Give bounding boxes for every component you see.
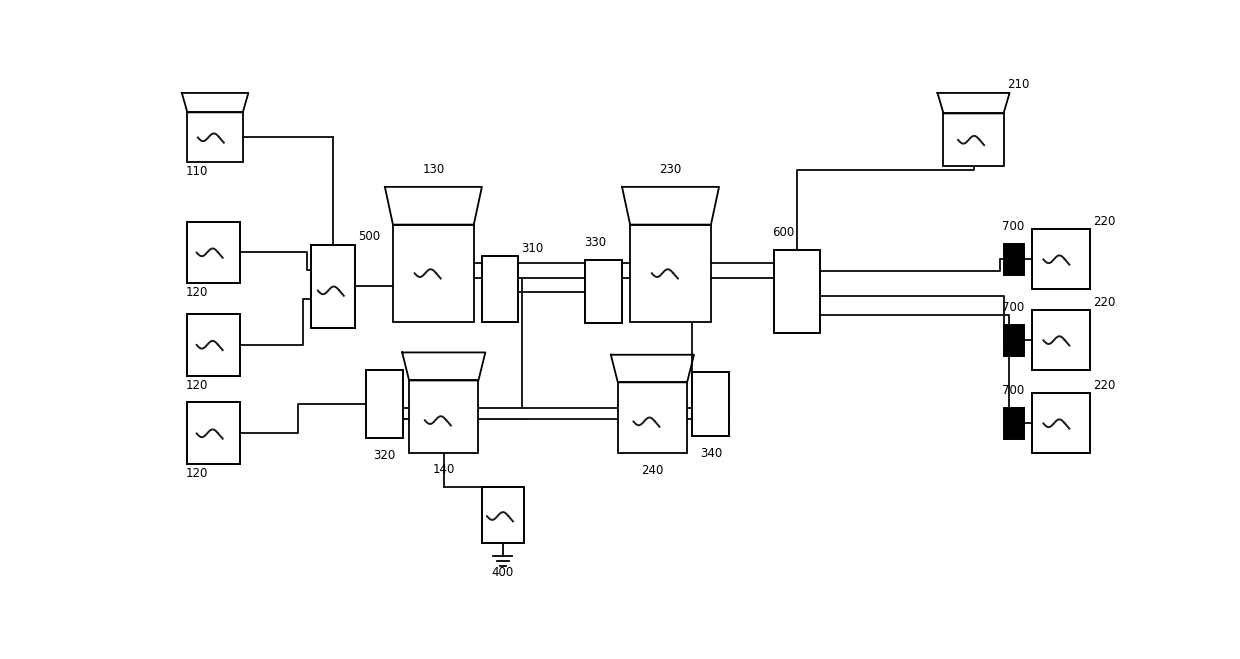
Bar [1003,325,1023,355]
Bar [187,112,243,162]
Text: 220: 220 [1092,215,1115,228]
Text: 120: 120 [186,467,208,480]
Bar [409,380,479,453]
Text: 220: 220 [1092,295,1115,308]
Text: 130: 130 [423,163,444,176]
Text: 600: 600 [773,226,795,239]
Text: 210: 210 [1007,78,1029,92]
Text: 220: 220 [1092,379,1115,391]
Text: 110: 110 [186,165,208,179]
Bar [310,244,355,328]
Bar [393,225,474,322]
Text: 700: 700 [1002,220,1024,233]
Text: 230: 230 [660,163,682,176]
Bar [630,225,711,322]
Text: 310: 310 [522,242,544,254]
Bar [366,370,403,438]
Text: 140: 140 [433,463,455,476]
Text: 240: 240 [641,464,663,477]
Bar [1032,310,1090,370]
Bar [1032,229,1090,289]
Text: 120: 120 [186,286,208,299]
Bar [774,250,821,333]
Text: 500: 500 [358,230,381,243]
Text: 700: 700 [1002,384,1024,397]
Bar [692,372,729,436]
Bar [1003,408,1023,439]
Text: 120: 120 [186,379,208,391]
Text: 320: 320 [373,449,396,462]
Bar [187,403,239,464]
Bar [187,314,239,376]
Text: 400: 400 [491,565,513,579]
Bar [1032,393,1090,453]
Text: 700: 700 [1002,301,1024,314]
Bar [618,382,687,453]
Bar [481,487,523,542]
Bar [585,260,622,323]
Bar [481,256,518,322]
Bar [944,113,1003,166]
Text: 330: 330 [584,236,606,249]
Text: 340: 340 [699,447,722,460]
Bar [187,221,239,283]
Bar [1003,244,1023,275]
